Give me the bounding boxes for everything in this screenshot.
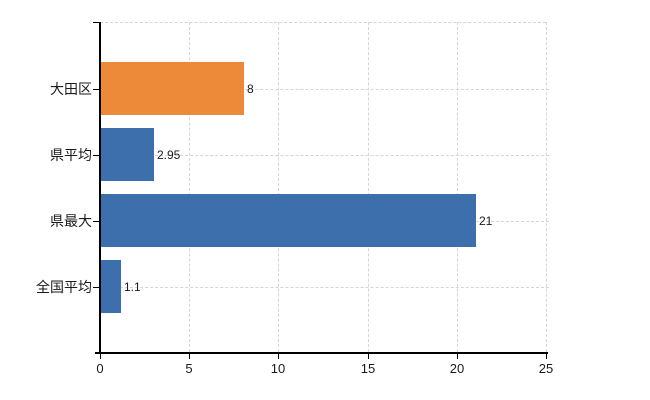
y-tick bbox=[93, 287, 99, 288]
bar-1 bbox=[101, 62, 244, 115]
x-tick-label: 5 bbox=[185, 361, 193, 376]
x-tick-label: 20 bbox=[449, 361, 465, 376]
x-tick bbox=[189, 354, 190, 359]
x-gridline bbox=[189, 22, 190, 352]
bar-value-label: 21 bbox=[479, 213, 493, 228]
x-gridline bbox=[368, 22, 369, 352]
category-gridline bbox=[100, 154, 549, 156]
x-tick bbox=[457, 354, 458, 359]
y-tick bbox=[93, 89, 99, 90]
x-tick-label: 0 bbox=[96, 361, 104, 376]
x-axis-line bbox=[95, 352, 548, 354]
x-gridline bbox=[278, 22, 279, 352]
bar-value-label: 1.1 bbox=[124, 279, 141, 294]
bar-2 bbox=[101, 128, 154, 181]
x-tick-label: 10 bbox=[270, 361, 286, 376]
category-label: 県平均 bbox=[50, 146, 92, 163]
bar-value-label: 2.95 bbox=[157, 147, 181, 162]
y-tick bbox=[93, 221, 99, 222]
x-tick bbox=[368, 354, 369, 359]
category-gridline bbox=[100, 286, 549, 288]
y-axis-top-tick bbox=[93, 22, 99, 23]
bar-4 bbox=[101, 260, 121, 313]
x-tick bbox=[278, 354, 279, 359]
category-label: 県最大 bbox=[50, 212, 92, 229]
x-tick bbox=[546, 354, 547, 359]
category-gridline bbox=[100, 88, 549, 90]
x-gridline bbox=[457, 22, 458, 352]
category-label: 大田区 bbox=[50, 80, 92, 97]
bar-3 bbox=[101, 194, 476, 247]
x-tick-label: 25 bbox=[538, 361, 554, 376]
y-axis-line bbox=[99, 22, 101, 354]
category-label: 全国平均 bbox=[36, 278, 92, 295]
x-tick-label: 15 bbox=[360, 361, 376, 376]
x-tick bbox=[100, 354, 101, 359]
plot-top-gridline bbox=[100, 22, 546, 23]
y-tick bbox=[93, 155, 99, 156]
x-gridline bbox=[546, 22, 547, 352]
bar-value-label: 8 bbox=[247, 81, 254, 96]
